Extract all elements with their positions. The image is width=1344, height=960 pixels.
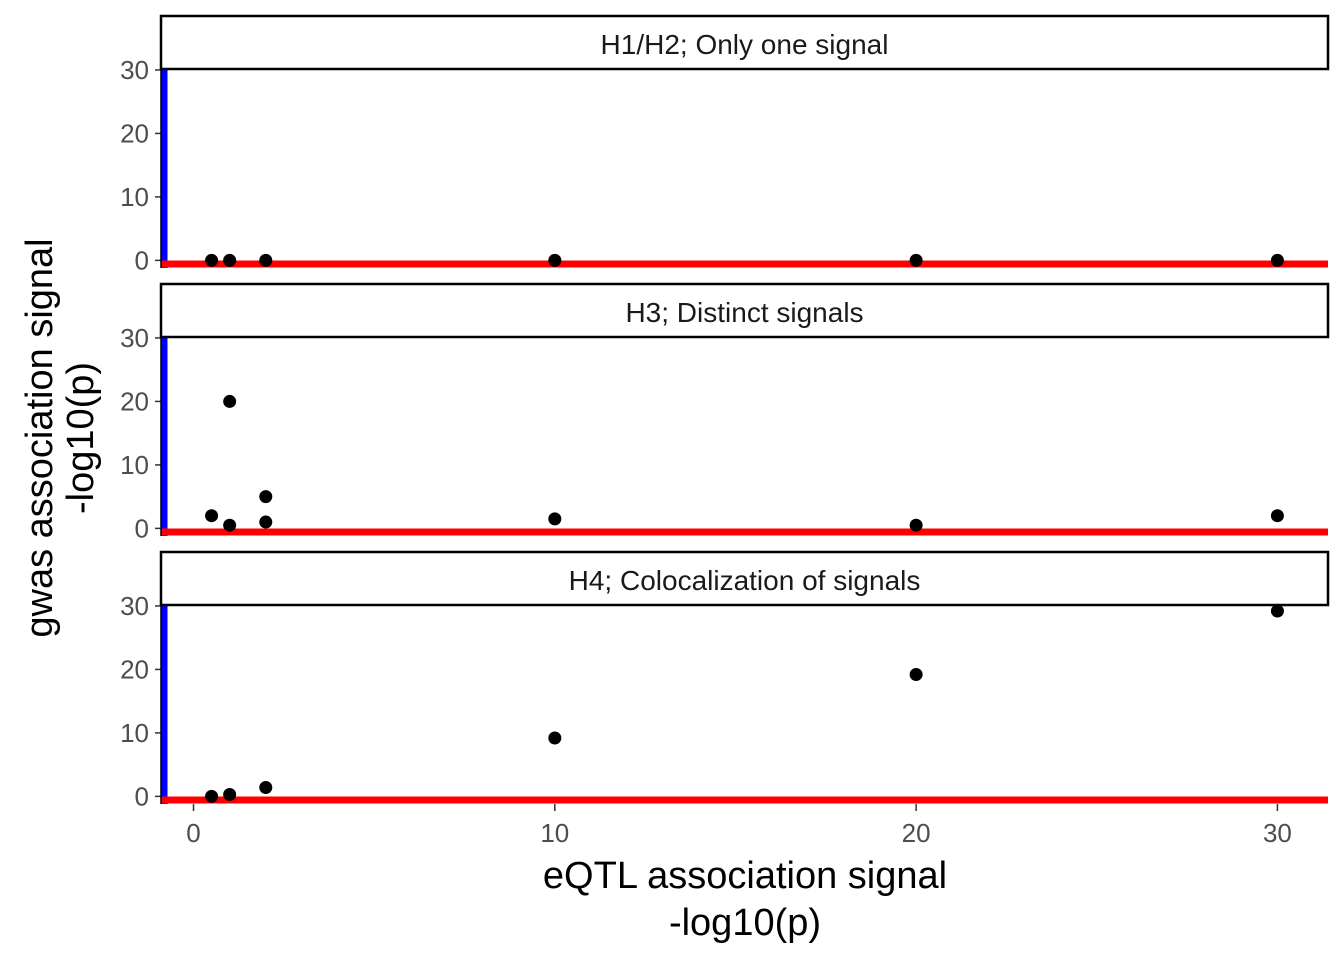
data-point (1270, 509, 1284, 523)
data-point (223, 394, 237, 408)
data-point (548, 253, 562, 267)
y-axis-title-line-1: gwas association signal (19, 238, 61, 637)
data-point (548, 512, 562, 526)
data-point (259, 253, 273, 267)
x-tick-label: 0 (186, 818, 200, 848)
facet-strip-label: H4; Colocalization of signals (569, 565, 921, 596)
y-tick-label: 30 (120, 323, 149, 353)
data-point (205, 253, 219, 267)
y-tick-label: 30 (120, 591, 149, 621)
y-tick-label: 10 (120, 182, 149, 212)
y-tick-label: 20 (120, 654, 149, 684)
data-point (909, 518, 923, 532)
facet-strip-label: H3; Distinct signals (625, 297, 863, 328)
x-tick-label: 30 (1263, 818, 1292, 848)
facet-panel: 0 10 20 30 H4; Colocalization of signals (120, 550, 1330, 811)
y-tick-label: 20 (120, 386, 149, 416)
data-point (223, 518, 237, 532)
data-point (259, 780, 273, 794)
x-axis-title-line-1: eQTL association signal (543, 855, 947, 897)
data-point (205, 789, 219, 803)
y-tick-label: 20 (120, 118, 149, 148)
facet-strip (159, 282, 1330, 339)
y-axis-title-line-2: -log10(p) (60, 362, 102, 514)
data-point (259, 515, 273, 529)
facet-panels: 0 10 20 30 H1/H2; Only one signal 0 10 20 30 H3; … (120, 14, 1330, 811)
data-point (909, 668, 923, 682)
y-tick-label: 0 (135, 781, 149, 811)
facet-panel: 0 10 20 30 H3; Distinct signals (120, 282, 1330, 543)
y-tick-label: 10 (120, 450, 149, 480)
x-axis-ticks: 0 10 20 30 (186, 804, 1292, 848)
facet-strip-label: H1/H2; Only one signal (601, 29, 889, 60)
x-tick-label: 10 (540, 818, 569, 848)
facet-strip (159, 550, 1330, 607)
data-point (205, 509, 219, 523)
y-tick-label: 10 (120, 718, 149, 748)
x-tick-label: 20 (902, 818, 931, 848)
data-point (548, 731, 562, 745)
data-point (259, 490, 273, 504)
data-point (223, 253, 237, 267)
y-tick-label: 0 (135, 245, 149, 275)
facet-panel: 0 10 20 30 H1/H2; Only one signal (120, 14, 1330, 275)
data-point (1270, 253, 1284, 267)
x-axis-title-line-2: -log10(p) (669, 902, 821, 944)
data-point (909, 253, 923, 267)
data-point (1270, 604, 1284, 618)
y-tick-label: 0 (135, 513, 149, 543)
facet-strip (159, 14, 1330, 71)
data-point (223, 787, 237, 801)
y-tick-label: 30 (120, 55, 149, 85)
